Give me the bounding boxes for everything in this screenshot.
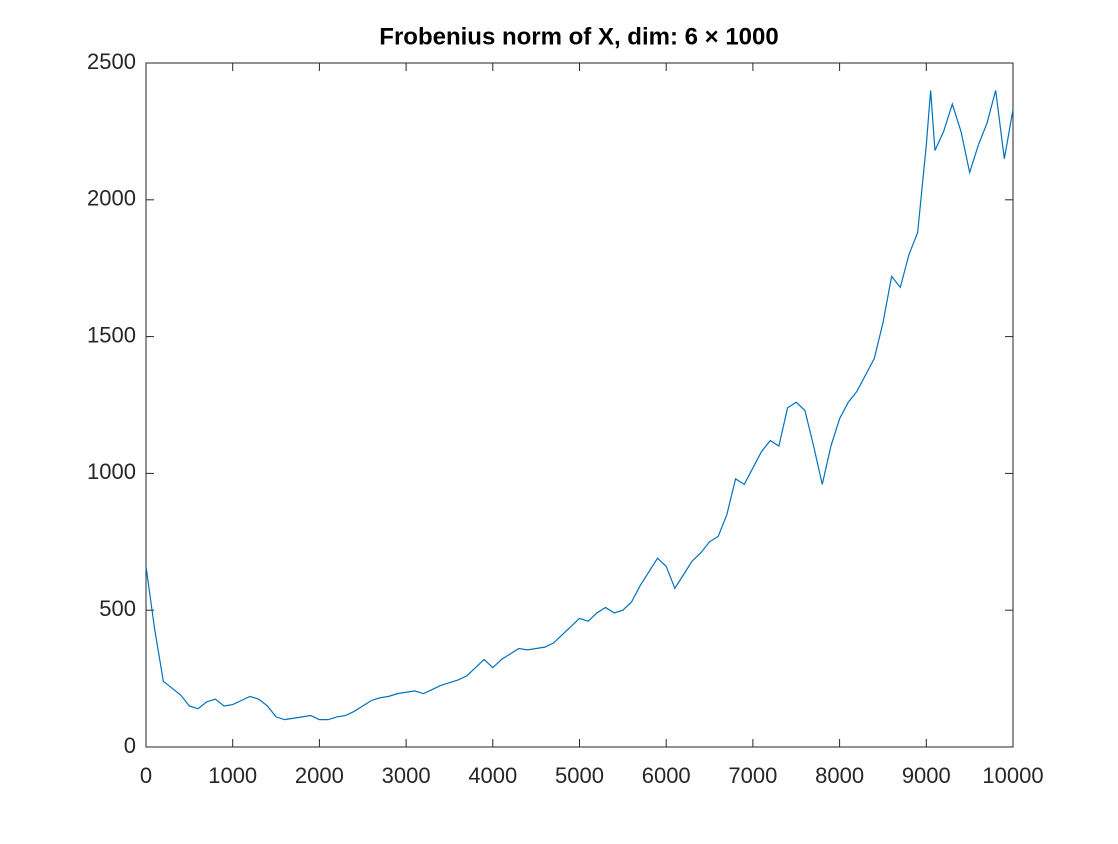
x-tick-label: 4000	[468, 763, 517, 788]
x-tick-label: 3000	[382, 763, 431, 788]
x-tick-label: 2000	[295, 763, 344, 788]
y-tick-label: 1500	[87, 322, 136, 347]
x-tick-label: 0	[140, 763, 152, 788]
x-tick-label: 10000	[982, 763, 1043, 788]
y-tick-label: 500	[99, 596, 136, 621]
y-tick-label: 0	[124, 733, 136, 758]
data-line	[145, 90, 1014, 721]
x-tick-label: 1000	[208, 763, 257, 788]
y-tick-label: 2500	[87, 49, 136, 74]
y-tick-label: 2000	[87, 186, 136, 211]
x-tick-label: 9000	[902, 763, 951, 788]
x-tick-label: 6000	[642, 763, 691, 788]
plot-frame	[145, 62, 1014, 748]
y-tick-label: 1000	[87, 459, 136, 484]
x-tick-label: 8000	[815, 763, 864, 788]
x-tick-label: 7000	[728, 763, 777, 788]
chart-title: Frobenius norm of X, dim: 6 × 1000	[379, 23, 778, 50]
x-tick-label: 5000	[555, 763, 604, 788]
